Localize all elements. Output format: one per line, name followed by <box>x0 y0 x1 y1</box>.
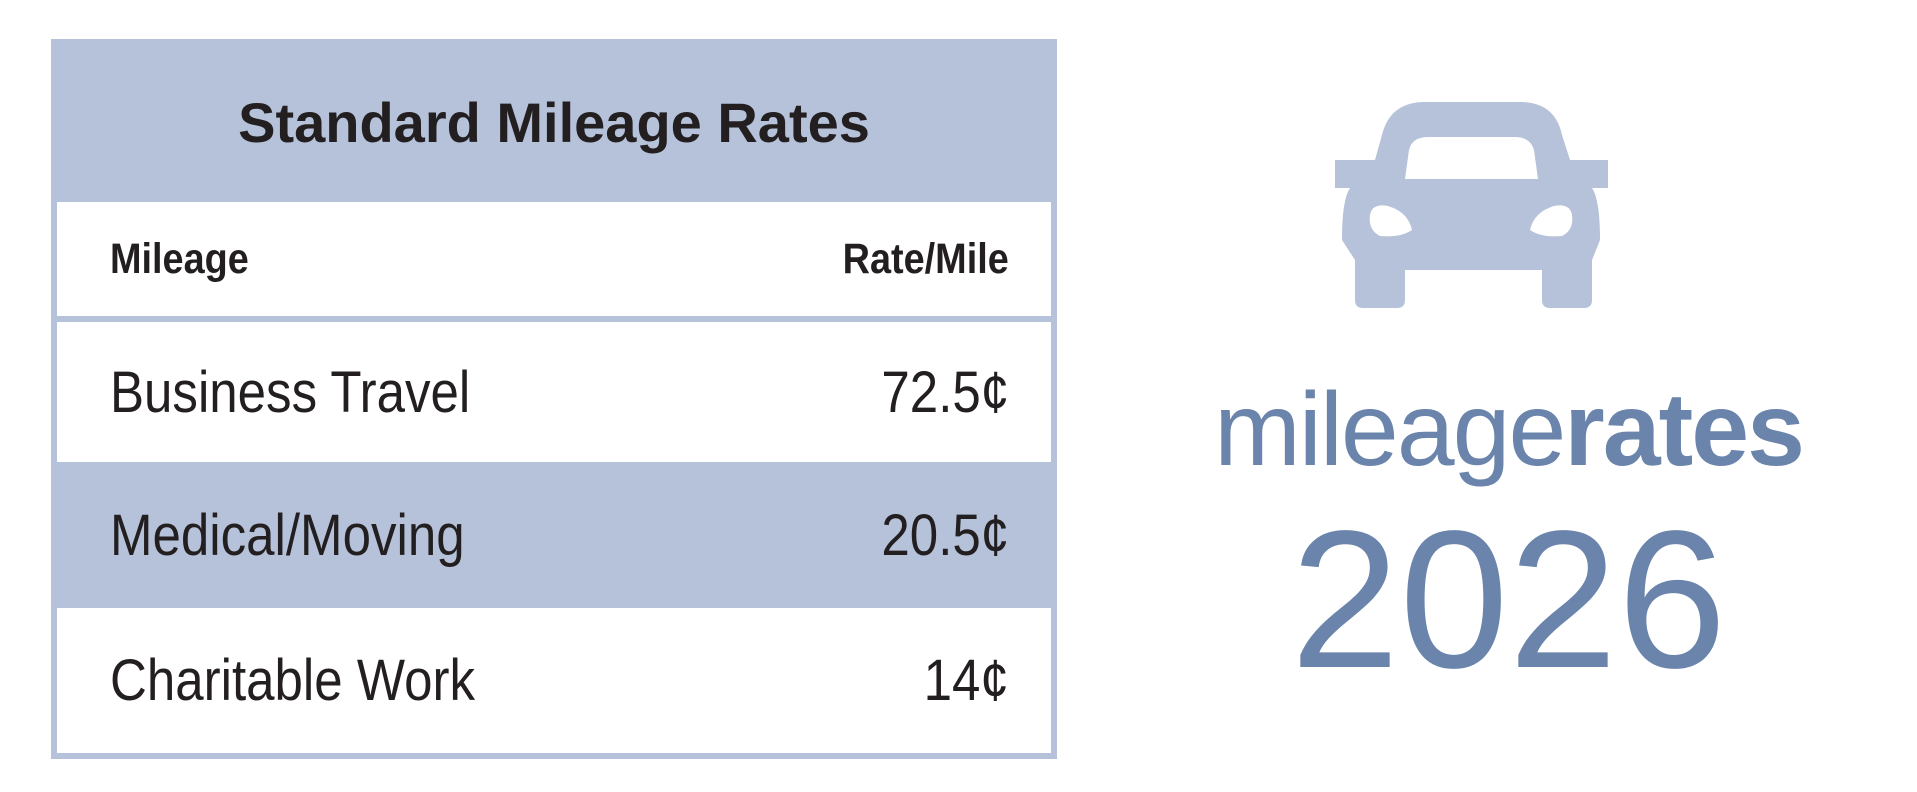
row-rate: 72.5¢ <box>881 359 1009 425</box>
table-row: Business Travel 72.5¢ <box>57 322 1051 462</box>
table-header-row: Mileage Rate/Mile <box>57 202 1051 316</box>
row-rate: 20.5¢ <box>881 502 1009 568</box>
brand-wordmark: mileagerates <box>1100 370 1917 490</box>
brand-year: 2026 <box>1290 490 1727 709</box>
row-rate: 14¢ <box>923 648 1009 713</box>
brand-word-bold: rates <box>1564 372 1805 488</box>
row-label: Business Travel <box>110 359 471 425</box>
table-row: Charitable Work 14¢ <box>57 608 1051 753</box>
brand-word-light: mileage <box>1214 372 1566 488</box>
row-label: Medical/Moving <box>110 502 465 568</box>
column-header-mileage: Mileage <box>110 234 249 283</box>
row-label: Charitable Work <box>110 648 475 713</box>
table-title: Standard Mileage Rates <box>238 90 870 154</box>
mileage-rates-table: Standard Mileage Rates Mileage Rate/Mile… <box>51 39 1057 759</box>
car-icon <box>1335 102 1608 308</box>
table-row: Medical/Moving 20.5¢ <box>57 462 1051 608</box>
column-header-rate: Rate/Mile <box>842 234 1009 283</box>
